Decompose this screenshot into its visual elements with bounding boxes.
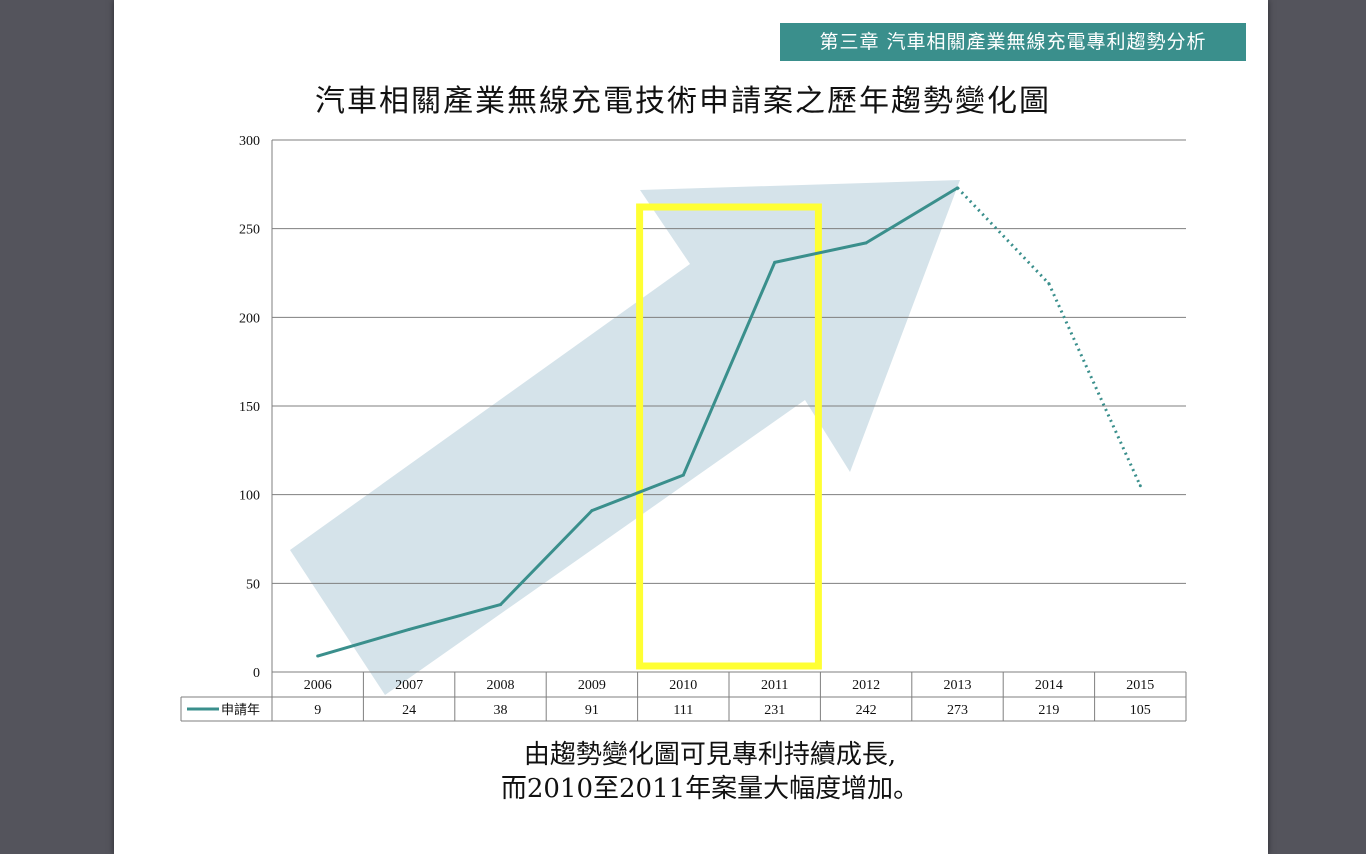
- caption-line-2: 而2010至2011年案量大幅度增加。: [500, 774, 920, 804]
- data-point: [773, 260, 777, 264]
- data-label: 24: [402, 703, 416, 718]
- x-tick-label: 2013: [944, 678, 972, 693]
- data-label: 91: [585, 703, 599, 718]
- y-tick-label: 300: [239, 134, 260, 149]
- chapter-tag: 第三章 汽車相關產業無線充電專利趨勢分析: [780, 23, 1246, 61]
- x-tick-label: 2014: [1035, 678, 1063, 693]
- caption-line-1: 由趨勢變化圖可見專利持續成長,: [523, 740, 897, 770]
- legend-label: 申請年: [221, 703, 260, 718]
- series-line-solid: [317, 186, 959, 658]
- x-tick-label: 2012: [852, 678, 880, 693]
- x-tick-label: 2009: [578, 678, 606, 693]
- x-tick-label: 2011: [761, 678, 788, 693]
- chart-title: 汽車相關產業無線充電技術申請案之歷年趨勢變化圖: [315, 84, 1051, 119]
- y-tick-label: 50: [246, 577, 260, 592]
- y-tick-label: 100: [239, 489, 260, 504]
- data-point: [407, 627, 411, 631]
- data-point: [681, 473, 685, 477]
- data-label: 231: [764, 703, 785, 718]
- x-tick-label: 2008: [487, 678, 515, 693]
- data-point: [864, 241, 868, 245]
- data-label: 38: [494, 703, 508, 718]
- data-label: 219: [1038, 703, 1059, 718]
- data-label: 273: [947, 703, 968, 718]
- highlight-box: [636, 203, 822, 670]
- x-tick-label: 2006: [304, 678, 332, 693]
- data-point: [1138, 484, 1142, 488]
- y-tick-label: 150: [239, 400, 260, 415]
- data-point: [316, 654, 320, 658]
- y-tick-label: 250: [239, 223, 260, 238]
- data-point: [499, 603, 502, 607]
- trend-arrow: [290, 180, 960, 695]
- y-tick-label: 200: [239, 311, 260, 326]
- x-tick-label: 2015: [1126, 678, 1154, 693]
- data-label: 9: [314, 703, 321, 718]
- y-tick-label: 0: [253, 666, 260, 681]
- x-tick-label: 2007: [395, 678, 423, 693]
- data-label: 242: [856, 703, 877, 718]
- data-label: 111: [673, 703, 693, 718]
- caption: 由趨勢變化圖可見專利持續成長, 而2010至2011年案量大幅度增加。: [300, 738, 1120, 806]
- x-tick-label: 2010: [669, 678, 697, 693]
- data-point: [590, 509, 594, 513]
- data-label: 105: [1130, 703, 1151, 718]
- data-point: [1047, 282, 1051, 286]
- data-point: [956, 186, 959, 190]
- series-line-dotted: [956, 186, 1142, 487]
